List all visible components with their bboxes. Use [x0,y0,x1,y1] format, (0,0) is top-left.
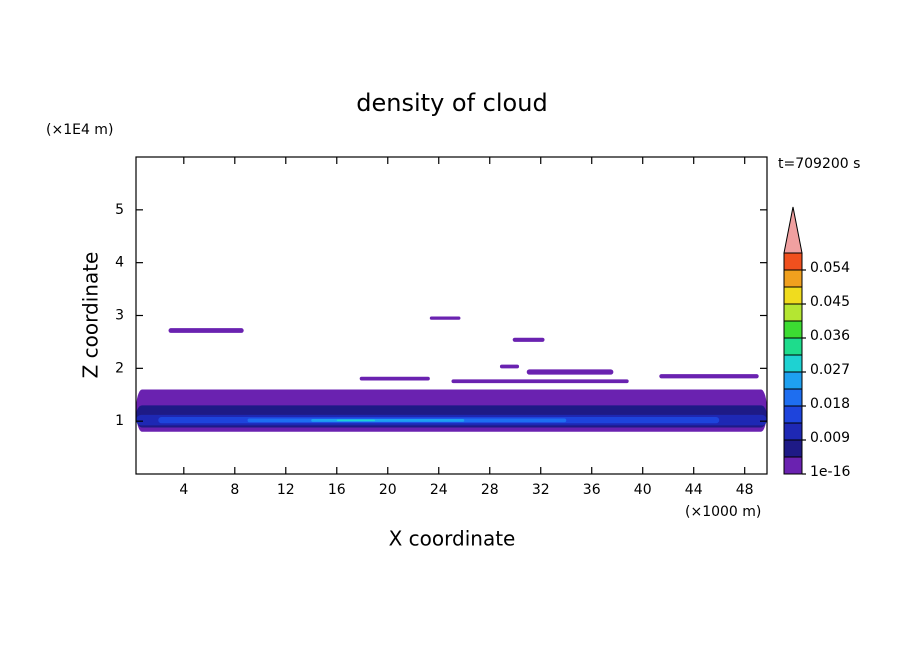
x-tick-label: 28 [481,482,499,498]
colorbar-box [783,320,803,339]
y-axis-label: Z coordinate [79,252,103,379]
colorbar-box [783,303,803,322]
contour-region [311,419,465,422]
colorbar-box [783,422,803,441]
colorbar-box [783,439,803,458]
colorbar-box [783,456,803,475]
colorbar-box [783,337,803,356]
contour-field [136,316,767,432]
x-tick-label: 24 [430,482,448,498]
y-tick-label: 4 [115,255,124,271]
contour-region [499,364,520,369]
colorbar-label: 0.018 [810,396,850,412]
contour-region [168,328,244,333]
x-tick-label: 40 [634,482,652,498]
colorbar-box [783,269,803,288]
colorbar-box [783,388,803,407]
contour-region [359,376,430,381]
y-tick-label: 5 [115,202,124,218]
contour-region [512,337,545,342]
colorbar-label: 0.045 [810,294,850,310]
x-tick-label: 8 [230,482,239,498]
y-unit: (×1E4 m) [46,122,113,138]
colorbar-label: 0.036 [810,328,850,344]
colorbar-box [783,252,803,271]
x-tick-label: 16 [328,482,346,498]
contour-region [451,379,629,384]
chart-title: density of cloud [356,89,547,117]
y-tick-label: 2 [115,360,124,376]
colorbar-label: 0.009 [810,430,850,446]
colorbar-box [783,371,803,390]
y-tick-label: 1 [115,413,124,429]
colorbar-label: 0.054 [810,260,850,276]
contour-region [526,369,614,375]
colorbar-extend [783,206,803,254]
x-tick-label: 4 [179,482,188,498]
contour-region [659,374,759,379]
x-tick-label: 48 [736,482,754,498]
colorbar-box [783,405,803,424]
x-tick-label: 32 [532,482,550,498]
x-unit: (×1000 m) [685,504,761,520]
y-tick-label: 3 [115,308,124,324]
x-axis-label: X coordinate [389,527,516,551]
contour-region [429,316,461,320]
x-tick-label: 20 [379,482,397,498]
colorbar-label: 0.027 [810,362,850,378]
time-label: t=709200 s [778,156,860,172]
colorbar-label: 1e-16 [810,464,850,480]
colorbar-box [783,354,803,373]
x-tick-label: 36 [583,482,601,498]
x-tick-label: 12 [277,482,295,498]
contour-region [336,419,376,422]
x-tick-label: 44 [685,482,703,498]
colorbar-box [783,286,803,305]
